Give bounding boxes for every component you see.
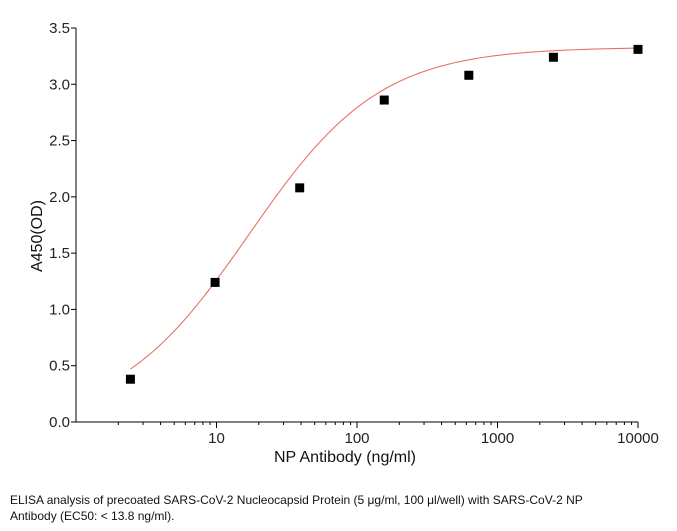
- y-axis-title: A450(OD): [29, 200, 46, 272]
- data-point: [633, 44, 643, 54]
- data-point: [379, 95, 389, 105]
- y-tick-label: 2.0: [49, 189, 70, 206]
- caption-line-1: ELISA analysis of precoated SARS-CoV-2 N…: [10, 493, 583, 507]
- y-tick-label: 0.0: [49, 414, 70, 431]
- data-point: [548, 52, 558, 62]
- data-point: [295, 183, 305, 193]
- axes: 0.0 0.5 1.0 1.5 2.0 2.5 3.0 3.5 10 100 1000 10000: [49, 20, 659, 447]
- data-points-layer: [125, 44, 643, 384]
- figure-caption: ELISA analysis of precoated SARS-CoV-2 N…: [10, 492, 650, 524]
- caption-line-2: Antibody (EC50: < 13.8 ng/ml).: [10, 509, 175, 523]
- y-tick-label: 0.5: [49, 358, 70, 375]
- y-tick-label: 3.5: [49, 20, 70, 37]
- x-tick-label: 10000: [617, 430, 659, 447]
- y-tick-label: 1.5: [49, 245, 70, 262]
- data-point: [125, 374, 135, 384]
- x-tick-label: 10: [208, 430, 225, 447]
- x-tick-label: 1000: [481, 430, 514, 447]
- elisa-chart: 0.0 0.5 1.0 1.5 2.0 2.5 3.0 3.5 10 100 1000 10000 N…: [29, 20, 659, 466]
- x-tick-label: 100: [344, 430, 369, 447]
- x-axis-title: NP Antibody (ng/ml): [274, 449, 416, 466]
- y-tick-label: 3.0: [49, 76, 70, 93]
- y-tick-label: 2.5: [49, 133, 70, 150]
- data-point: [210, 277, 220, 287]
- y-tick-label: 1.0: [49, 301, 70, 318]
- data-point: [464, 70, 474, 80]
